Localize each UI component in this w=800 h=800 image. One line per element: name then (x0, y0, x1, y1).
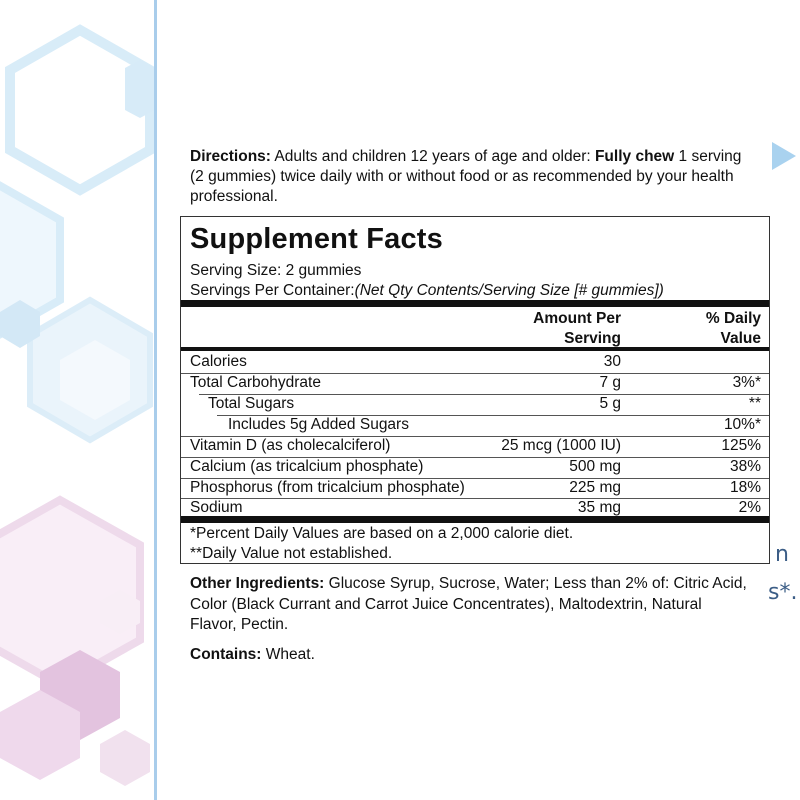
nutrient-amount: 25 mcg (1000 IU) (501, 437, 621, 454)
nutrient-label: Sodium (190, 499, 243, 516)
nutrient-row-phosphorus: Phosphorus (from tricalcium phosphate) 2… (181, 478, 769, 499)
nutrient-daily-value: 18% (729, 479, 761, 496)
footnote-percent-daily: *Percent Daily Values are based on a 2,0… (190, 525, 574, 542)
directions-bold: Fully chew (594, 148, 675, 165)
nutrient-daily-value: 10%* (723, 416, 761, 433)
contains-statement: Contains: Wheat. (190, 646, 315, 664)
nutrient-row-added-sugars: Includes 5g Added Sugars 10%* (181, 415, 769, 436)
directions-text-1: Adults and children 12 years of age and … (270, 148, 595, 165)
nutrient-label: Calcium (as tricalcium phosphate) (190, 458, 424, 475)
header-daily-value: % Daily Value (706, 309, 761, 349)
nutrient-row-sodium: Sodium 35 mg 2% (181, 498, 769, 519)
other-ingredients-label: Other Ingredients: (190, 575, 325, 592)
thick-rule-top (181, 300, 769, 307)
row-divider (181, 478, 769, 479)
edge-text-1: n (775, 542, 789, 567)
thick-rule-bottom (181, 516, 769, 523)
row-divider (181, 436, 769, 437)
contains-label: Contains: (190, 646, 262, 663)
other-ingredients: Other Ingredients: Glucose Syrup, Sucros… (190, 574, 750, 636)
other-ingredients-text: Glucose Syrup, Sucrose, Water; Less than… (190, 575, 747, 633)
nutrient-daily-value: 125% (721, 437, 761, 454)
footnote-dv-not-established: **Daily Value not established. (190, 545, 393, 562)
servings-per-container: Servings Per Container:(Net Qty Contents… (190, 282, 664, 300)
row-divider (199, 394, 769, 395)
header-amount-line-1: Amount Per (533, 310, 621, 327)
thick-rule-middle (181, 347, 769, 351)
nutrient-daily-value: 2% (738, 499, 761, 516)
header-dv-line-2: Value (720, 330, 762, 347)
nutrient-row-total-carbohydrate: Total Carbohydrate 7 g 3%* (181, 373, 769, 394)
row-divider (181, 373, 769, 374)
nutrient-label: Phosphorus (from tricalcium phosphate) (190, 479, 465, 496)
nutrient-row-calories: Calories 30 (181, 352, 769, 373)
nutrient-label: Vitamin D (as cholecalciferol) (190, 437, 391, 454)
directions-paragraph: Directions: Adults and children 12 years… (190, 147, 750, 207)
nutrient-daily-value: ** (748, 395, 761, 412)
nutrient-row-total-sugars: Total Sugars 5 g ** (181, 394, 769, 415)
edge-text-2: s*. (768, 580, 798, 605)
nutrient-daily-value: 3%* (732, 374, 761, 391)
contains-text: Wheat. (261, 646, 315, 663)
header-dv-line-1: % Daily (705, 310, 761, 327)
supplement-facts-panel: Supplement Facts Serving Size: 2 gummies… (180, 216, 770, 564)
directions-label: Directions: (190, 148, 271, 165)
nutrient-row-vitamin-d: Vitamin D (as cholecalciferol) 25 mcg (1… (181, 436, 769, 457)
nutrient-label: Includes 5g Added Sugars (228, 416, 409, 433)
row-divider (181, 457, 769, 458)
nutrient-amount: 30 (603, 353, 621, 370)
directions-text-2: 1 serving (2 gummies) twice daily with o… (190, 148, 742, 205)
nutrient-amount: 7 g (599, 374, 621, 391)
row-divider (217, 415, 769, 416)
servings-value: (Net Qty Contents/Serving Size [# gummie… (354, 282, 664, 299)
header-amount-per-serving: Amount Per Serving (533, 309, 621, 349)
row-divider (181, 498, 769, 499)
servings-label: Servings Per Container: (190, 282, 355, 299)
nutrient-amount: 225 mg (569, 479, 621, 496)
nutrient-amount: 5 g (599, 395, 621, 412)
nutrient-row-calcium: Calcium (as tricalcium phosphate) 500 mg… (181, 457, 769, 478)
supplement-facts-title: Supplement Facts (190, 223, 443, 255)
nutrient-label: Total Sugars (208, 395, 295, 412)
nutrient-daily-value: 38% (729, 458, 761, 475)
nutrient-label: Calories (190, 353, 247, 370)
nutrient-amount: 35 mg (577, 499, 621, 516)
nutrient-label: Total Carbohydrate (190, 374, 321, 391)
nutrient-amount: 500 mg (569, 458, 621, 475)
serving-size: Serving Size: 2 gummies (190, 262, 362, 279)
header-amount-line-2: Serving (564, 330, 621, 347)
